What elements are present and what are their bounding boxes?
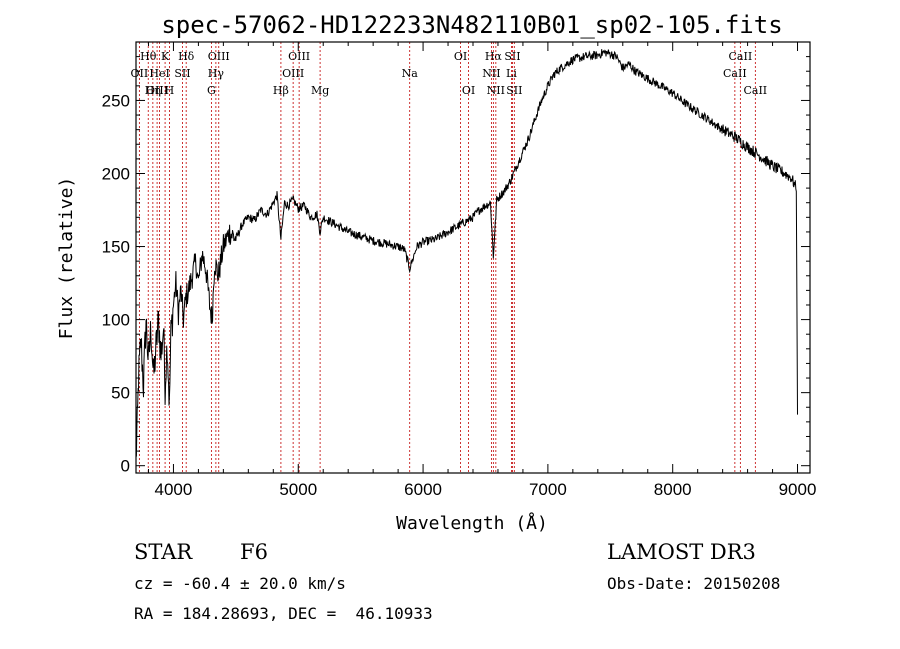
spectral-line-label: H xyxy=(165,84,175,97)
spectral-line-label: OIII xyxy=(288,50,310,63)
spectral-line-label: Mg xyxy=(311,84,329,97)
survey-name: LAMOST DR3 xyxy=(607,540,756,564)
spectral-line-label: Hγ xyxy=(208,67,225,80)
chart-title: spec-57062-HD122233N482110B01_sp02-105.f… xyxy=(161,11,782,39)
y-axis-label: Flux (relative) xyxy=(56,177,77,340)
redshift-cz: cz = -60.4 ± 20.0 km/s xyxy=(134,574,346,593)
coordinates: RA = 184.28693, DEC = 46.10933 xyxy=(134,604,433,623)
spectral-line-markers: Hθ OII OIII K HeI Hη H Hδ SII OIII Hγ G Hβ OIII OIII Mg… xyxy=(131,42,767,473)
spectral-line-label: Hδ xyxy=(178,50,195,63)
x-tick-label: 5000 xyxy=(279,480,317,499)
spectral-line-label: Hθ xyxy=(140,50,157,63)
y-tick-label: 100 xyxy=(102,311,130,330)
spectral-line-label: SII xyxy=(504,50,520,63)
spectral-line-label: SII xyxy=(174,67,190,80)
x-tick-label: 4000 xyxy=(155,480,193,499)
x-axis-label: Wavelength (Å) xyxy=(396,512,548,534)
x-tick-label: 8000 xyxy=(654,480,692,499)
x-tick-label: 9000 xyxy=(779,480,817,499)
spectral-line-label: OI xyxy=(462,84,475,97)
spectral-line-label: HeI xyxy=(149,67,169,80)
object-subclass: F6 xyxy=(240,540,268,564)
spectral-line-label: Hβ xyxy=(273,84,289,97)
spectral-line-label: NII xyxy=(487,84,505,97)
spectral-line-label: OIII xyxy=(282,67,304,80)
y-tick-label: 0 xyxy=(121,457,130,476)
spectrum-series xyxy=(135,49,798,457)
y-tick-label: 200 xyxy=(102,164,130,183)
x-tick-label: 6000 xyxy=(404,480,442,499)
spectral-line-label: OI xyxy=(454,50,467,63)
spectrum-line xyxy=(135,49,798,457)
spectrum-chart: spec-57062-HD122233N482110B01_sp02-105.f… xyxy=(56,11,817,534)
obs-date: Obs-Date: 20150208 xyxy=(607,574,781,593)
spectral-line-label: OIII xyxy=(208,50,230,63)
spectral-line-label: OII xyxy=(131,67,149,80)
spectral-line-label: NII xyxy=(482,67,500,80)
spectral-line-label: G xyxy=(207,84,216,97)
spectral-line-label: CaII xyxy=(723,67,747,80)
spectral-line-label: OIII xyxy=(146,84,168,97)
spectral-line-label: CaII xyxy=(729,50,753,63)
y-tick-label: 250 xyxy=(102,91,130,110)
spectral-line-label: Hα xyxy=(485,50,503,63)
y-tick-label: 50 xyxy=(111,384,130,403)
spectral-line-label: SII xyxy=(506,84,522,97)
plot-frame xyxy=(135,41,811,474)
object-class: STAR xyxy=(134,540,193,564)
spectral-line-label: CaII xyxy=(743,84,767,97)
y-tick-label: 150 xyxy=(102,238,130,257)
axis-ticks: 4000 5000 6000 7000 8000 9000 0 50 100 150 200 250 xyxy=(102,42,817,499)
x-tick-label: 7000 xyxy=(529,480,567,499)
spectral-line-label: Hη xyxy=(145,84,161,97)
spectral-line-label: Li xyxy=(506,67,517,80)
spectral-line-label: K xyxy=(161,50,170,63)
spectral-line-label: Na xyxy=(402,67,419,80)
